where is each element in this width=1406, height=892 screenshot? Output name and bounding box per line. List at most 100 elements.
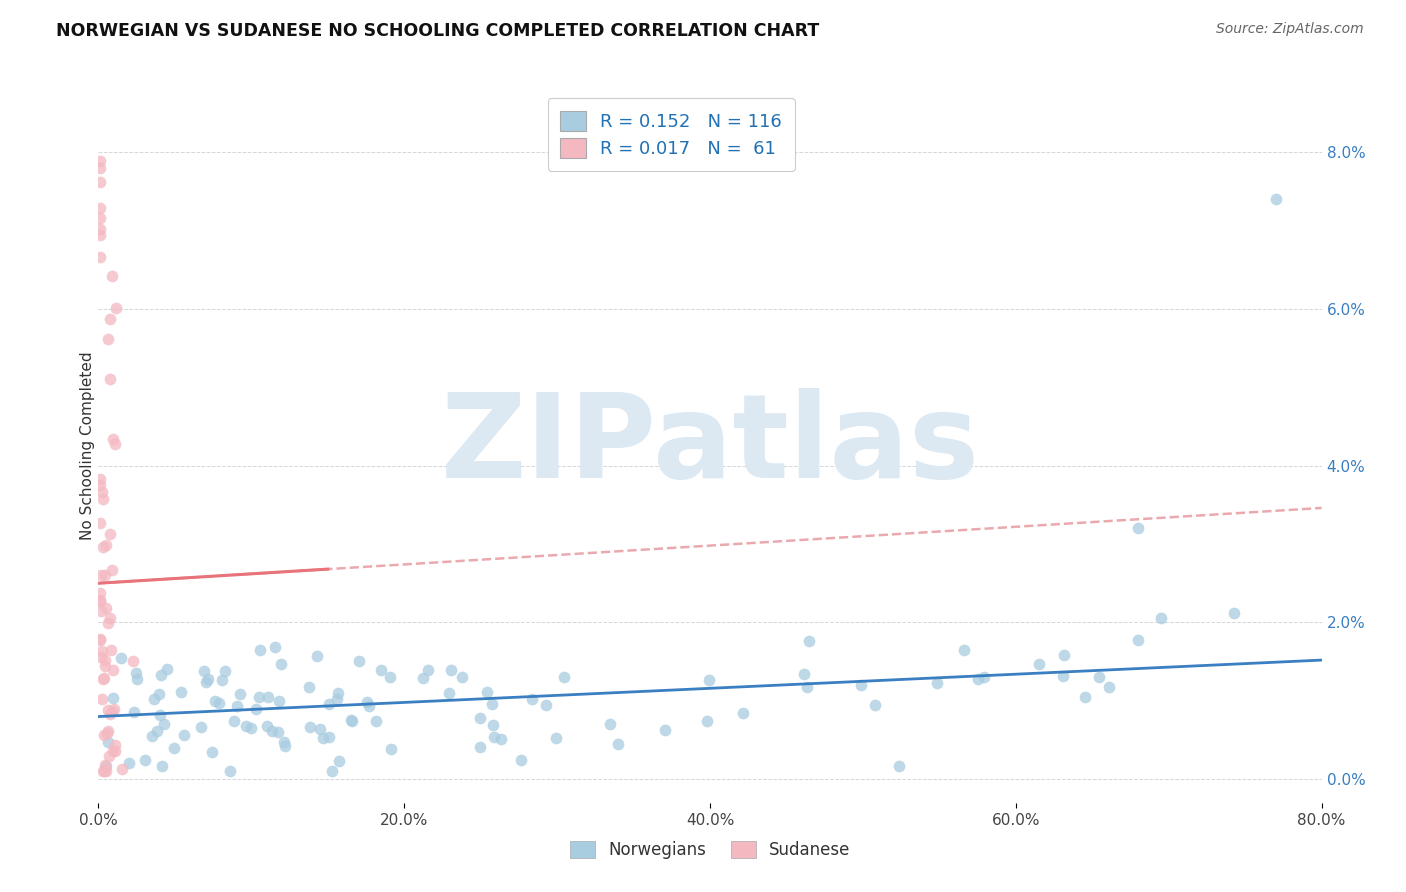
Point — [440, 663, 463, 677]
Point — [94, 764, 117, 779]
Point — [89, 211, 111, 225]
Point — [273, 734, 295, 748]
Point — [222, 714, 245, 728]
Point — [93, 728, 115, 742]
Point — [145, 724, 167, 739]
Point — [100, 268, 122, 283]
Point — [249, 690, 271, 704]
Point — [193, 664, 215, 678]
Point — [214, 665, 236, 679]
Point — [89, 593, 111, 607]
Point — [340, 714, 363, 728]
Point — [264, 640, 287, 655]
Point — [89, 154, 111, 169]
Point — [311, 731, 333, 745]
Point — [967, 672, 990, 686]
Point — [1128, 521, 1150, 535]
Point — [89, 227, 111, 242]
Point — [89, 594, 111, 608]
Point — [733, 706, 755, 720]
Point — [91, 541, 114, 555]
Point — [1223, 606, 1246, 620]
Point — [89, 250, 111, 264]
Point — [89, 472, 111, 486]
Point — [309, 723, 332, 737]
Point — [697, 673, 720, 687]
Point — [887, 759, 910, 773]
Point — [149, 667, 172, 681]
Point — [245, 702, 267, 716]
Point — [356, 695, 378, 709]
Point — [249, 643, 271, 657]
Point — [104, 437, 127, 451]
Point — [1264, 192, 1286, 206]
Point — [510, 753, 533, 767]
Point — [606, 737, 628, 751]
Point — [297, 680, 319, 694]
Text: Source: ZipAtlas.com: Source: ZipAtlas.com — [1216, 22, 1364, 37]
Point — [91, 672, 114, 686]
Point — [96, 759, 118, 773]
Point — [122, 654, 145, 668]
Point — [865, 698, 887, 712]
Point — [481, 698, 503, 712]
Point — [97, 735, 120, 749]
Point — [380, 670, 402, 684]
Point — [90, 650, 112, 665]
Point — [89, 222, 111, 236]
Point — [101, 691, 124, 706]
Point — [298, 720, 321, 734]
Point — [470, 711, 492, 725]
Point — [226, 699, 249, 714]
Point — [134, 753, 156, 767]
Point — [111, 762, 134, 776]
Point — [201, 745, 224, 759]
Point — [90, 603, 112, 617]
Point — [190, 720, 212, 734]
Point — [96, 726, 118, 740]
Text: NORWEGIAN VS SUDANESE NO SCHOOLING COMPLETED CORRELATION CHART: NORWEGIAN VS SUDANESE NO SCHOOLING COMPL… — [56, 22, 820, 40]
Point — [94, 600, 117, 615]
Point — [416, 663, 439, 677]
Point — [90, 568, 112, 582]
Point — [89, 586, 111, 600]
Point — [849, 678, 872, 692]
Y-axis label: No Schooling Completed: No Schooling Completed — [80, 351, 94, 541]
Point — [1087, 670, 1109, 684]
Point — [370, 663, 392, 677]
Point — [1053, 648, 1076, 662]
Point — [437, 686, 460, 700]
Point — [103, 702, 125, 716]
Point — [89, 632, 111, 647]
Point — [482, 730, 505, 744]
Point — [97, 724, 120, 739]
Point — [229, 687, 252, 701]
Point — [94, 538, 117, 552]
Point — [927, 675, 949, 690]
Point — [93, 764, 115, 779]
Point — [103, 432, 125, 446]
Point — [125, 665, 148, 680]
Point — [349, 654, 371, 668]
Point — [124, 705, 146, 719]
Point — [97, 332, 120, 346]
Point — [654, 723, 676, 738]
Point — [91, 692, 114, 706]
Point — [546, 731, 568, 745]
Point — [318, 731, 340, 745]
Point — [326, 686, 349, 700]
Point — [89, 516, 111, 530]
Point — [799, 634, 821, 648]
Point — [100, 610, 122, 624]
Point — [163, 741, 186, 756]
Point — [1128, 633, 1150, 648]
Point — [412, 671, 434, 685]
Point — [1028, 657, 1050, 672]
Point — [152, 717, 174, 731]
Point — [266, 725, 288, 739]
Point — [256, 719, 278, 733]
Point — [318, 697, 340, 711]
Point — [599, 716, 621, 731]
Point — [1150, 611, 1173, 625]
Point — [127, 673, 149, 687]
